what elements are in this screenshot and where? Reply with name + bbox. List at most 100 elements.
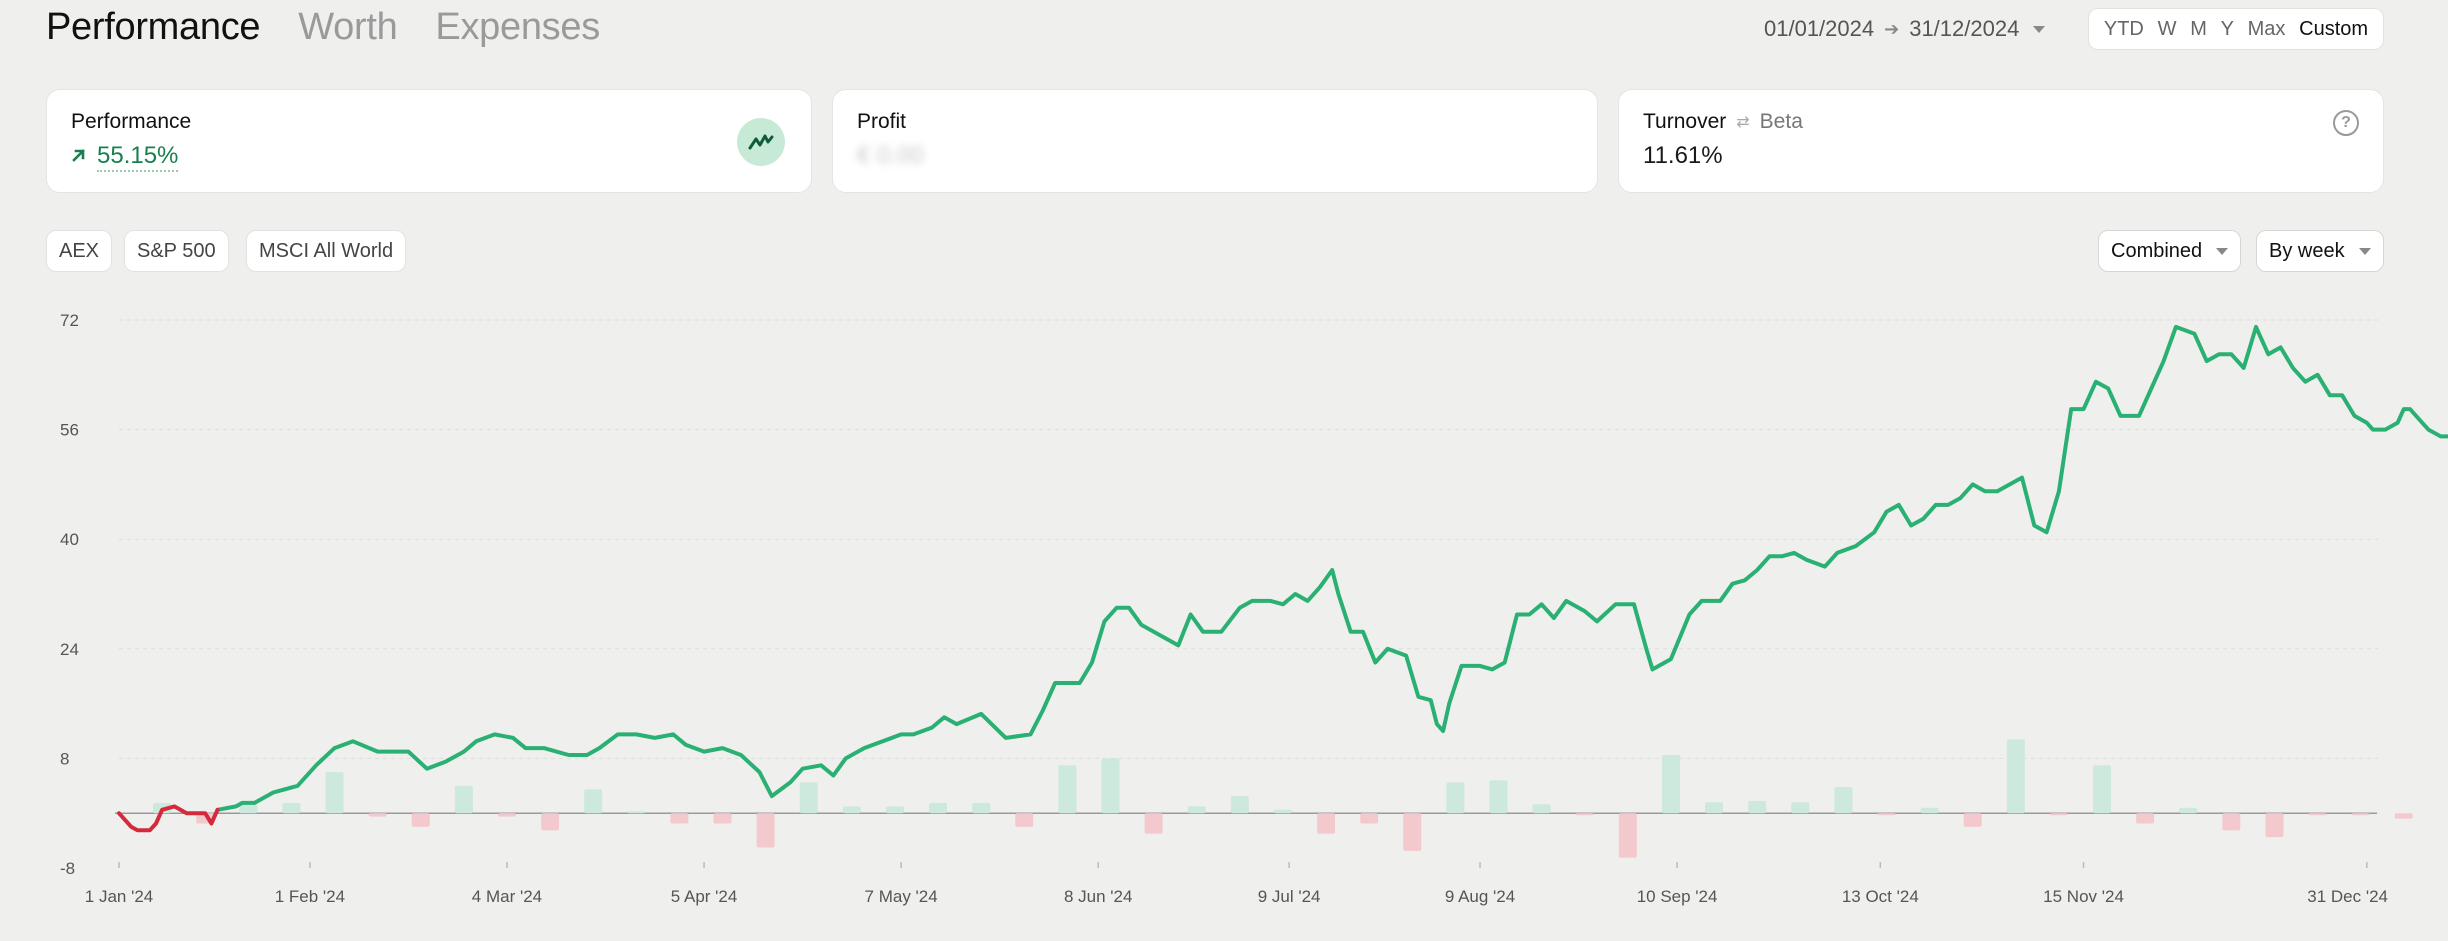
x-tick-label: 7 May '24 bbox=[865, 887, 938, 906]
x-tick-label: 10 Sep '24 bbox=[1637, 887, 1718, 906]
weekly-bar bbox=[1446, 782, 1465, 814]
x-tick-label: 1 Feb '24 bbox=[275, 887, 345, 906]
weekly-bar bbox=[2351, 813, 2370, 816]
benchmark-msci-all-world[interactable]: MSCI All World bbox=[246, 230, 407, 272]
weekly-bar bbox=[1575, 813, 1594, 816]
weekly-bar bbox=[1101, 758, 1120, 814]
date-from: 01/01/2024 bbox=[1764, 16, 1875, 41]
weekly-bar bbox=[1058, 765, 1077, 814]
weekly-bar bbox=[2179, 807, 2198, 814]
benchmark-aex[interactable]: AEX bbox=[46, 230, 113, 272]
period-selector: YTD W M Y Max Custom bbox=[2088, 8, 2384, 50]
weekly-bar bbox=[627, 811, 646, 814]
weekly-bar bbox=[1920, 807, 1939, 814]
tab-expenses[interactable]: Expenses bbox=[435, 6, 600, 48]
arrow-right-icon: ➔ bbox=[1884, 18, 1900, 39]
weekly-bar bbox=[1748, 800, 1767, 814]
performance-line-positive bbox=[215, 324, 2448, 812]
chart-grid bbox=[115, 319, 2378, 814]
weekly-bar bbox=[1791, 802, 1810, 814]
chevron-down-icon bbox=[2033, 25, 2046, 33]
weekly-bar bbox=[1015, 813, 1034, 827]
x-tick-label: 4 Mar '24 bbox=[472, 887, 542, 906]
weekly-bar bbox=[713, 813, 732, 824]
beta-label[interactable]: Beta bbox=[1759, 110, 1803, 133]
x-tick-label: 9 Aug '24 bbox=[1445, 887, 1515, 906]
weekly-bar bbox=[1661, 754, 1680, 814]
period-custom[interactable]: Custom bbox=[2299, 17, 2369, 40]
trend-up-icon bbox=[737, 118, 785, 166]
weekly-bar bbox=[756, 813, 775, 848]
profit-card: Profit € 0.00 bbox=[832, 89, 1598, 193]
weekly-bar bbox=[584, 789, 603, 814]
weekly-bar bbox=[239, 802, 258, 814]
x-tick-label: 1 Jan '24 bbox=[85, 887, 153, 906]
weekly-bar bbox=[1705, 802, 1724, 814]
x-tick-label: 15 Nov '24 bbox=[2043, 887, 2124, 906]
y-tick-label: 8 bbox=[60, 749, 69, 768]
weekly-bar bbox=[2093, 765, 2112, 814]
performance-line bbox=[117, 324, 2448, 833]
chevron-down-icon bbox=[2216, 247, 2229, 255]
y-tick-label: 56 bbox=[60, 421, 79, 440]
performance-card-value-row: 55.15% bbox=[71, 142, 179, 172]
weekly-bar bbox=[1963, 813, 1982, 827]
view-tabs: Performance Worth Expenses bbox=[46, 6, 600, 49]
weekly-bar bbox=[2222, 813, 2241, 831]
weekly-bar bbox=[497, 813, 516, 817]
weekly-bar bbox=[670, 813, 689, 824]
y-tick-label: 40 bbox=[60, 530, 79, 549]
help-icon[interactable]: ? bbox=[2333, 110, 2359, 136]
performance-value[interactable]: 55.15% bbox=[97, 142, 179, 172]
weekly-bar bbox=[2265, 813, 2284, 838]
period-max[interactable]: Max bbox=[2247, 17, 2286, 40]
mode-dropdown-value: Combined bbox=[2111, 239, 2203, 262]
x-tick-label: 5 Apr '24 bbox=[671, 887, 738, 906]
period-ytd[interactable]: YTD bbox=[2103, 17, 2144, 40]
weekly-bar bbox=[454, 785, 473, 814]
performance-chart[interactable]: -8 8 24 40 56 72 1 Jan '24 1 Feb '24 4 Mar '24 5… bbox=[0, 290, 2448, 930]
weekly-bar bbox=[541, 813, 560, 831]
weekly-bar bbox=[2308, 813, 2327, 816]
y-tick-label: 72 bbox=[60, 311, 79, 330]
turnover-card-value-row: 11.61% bbox=[1643, 142, 1723, 170]
x-axis: 1 Jan '24 1 Feb '24 4 Mar '24 5 Apr '24 7 Ma… bbox=[85, 862, 2388, 906]
weekly-bars bbox=[153, 739, 2413, 858]
period-w[interactable]: W bbox=[2157, 17, 2177, 40]
weekly-bar bbox=[2394, 813, 2413, 819]
profit-card-title: Profit bbox=[857, 110, 907, 133]
weekly-bar bbox=[1317, 813, 1336, 834]
date-range-picker[interactable]: 01/01/2024 ➔ 31/12/2024 bbox=[1764, 16, 2046, 42]
period-y[interactable]: Y bbox=[2220, 17, 2234, 40]
tab-performance[interactable]: Performance bbox=[46, 6, 261, 48]
interval-dropdown-value: By week bbox=[2269, 239, 2345, 262]
weekly-bar bbox=[1273, 809, 1292, 814]
weekly-bar bbox=[325, 772, 344, 814]
mode-dropdown[interactable]: Combined bbox=[2098, 230, 2242, 272]
performance-card-title: Performance bbox=[71, 110, 192, 133]
weekly-bar bbox=[411, 813, 430, 827]
turnover-title: Turnover bbox=[1643, 110, 1727, 133]
benchmark-sp500[interactable]: S&P 500 bbox=[124, 230, 229, 272]
weekly-bar bbox=[1144, 813, 1163, 834]
period-m[interactable]: M bbox=[2190, 17, 2207, 40]
weekly-bar bbox=[2136, 813, 2155, 824]
x-tick-label: 8 Jun '24 bbox=[1064, 887, 1132, 906]
weekly-bar bbox=[1360, 813, 1379, 824]
weekly-bar bbox=[368, 813, 387, 817]
interval-dropdown[interactable]: By week bbox=[2256, 230, 2384, 272]
swap-icon[interactable]: ⇄ bbox=[1736, 114, 1750, 131]
x-tick-label: 9 Jul '24 bbox=[1258, 887, 1321, 906]
y-tick-label: 24 bbox=[60, 640, 79, 659]
weekly-bar bbox=[1877, 813, 1896, 816]
turnover-card-title-row: Turnover ⇄ Beta bbox=[1643, 110, 1803, 134]
profit-card-value-row: € 0.00 bbox=[857, 142, 924, 170]
tab-worth[interactable]: Worth bbox=[298, 6, 398, 48]
weekly-bar bbox=[885, 806, 904, 814]
y-tick-label: -8 bbox=[60, 859, 75, 878]
weekly-bar bbox=[1403, 813, 1422, 851]
weekly-bar bbox=[929, 802, 948, 814]
chevron-down-icon bbox=[2358, 247, 2371, 255]
x-tick-label: 31 Dec '24 bbox=[2307, 887, 2388, 906]
performance-line-negative bbox=[117, 804, 220, 833]
